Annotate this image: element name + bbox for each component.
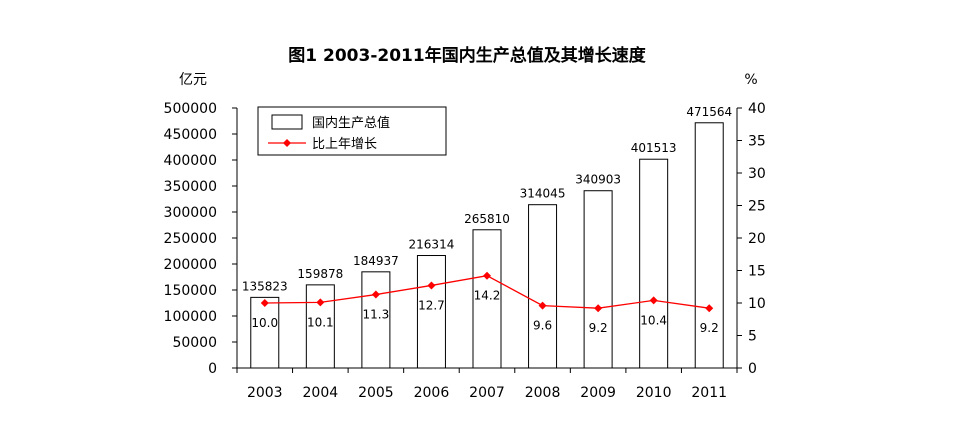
right-tick-label: 35 xyxy=(748,134,766,150)
growth-point xyxy=(649,296,658,305)
bar xyxy=(472,229,502,369)
left-tick-label: 100000 xyxy=(164,309,217,325)
bar-value-label: 265810 xyxy=(464,212,510,226)
left-tick-label: 50000 xyxy=(172,335,217,351)
growth-point xyxy=(538,301,547,310)
bar xyxy=(416,255,446,369)
left-tick-label: 300000 xyxy=(164,205,217,221)
growth-value-label: 11.3 xyxy=(363,308,390,322)
bar-value-label: 184937 xyxy=(353,254,399,268)
growth-point xyxy=(371,290,380,299)
growth-value-label: 9.2 xyxy=(589,321,608,335)
right-tick-label: 25 xyxy=(748,199,766,215)
bar-value-label: 135823 xyxy=(242,279,288,293)
right-tick-label: 5 xyxy=(748,329,757,345)
x-tick-label: 2007 xyxy=(469,385,505,401)
bar xyxy=(639,158,669,369)
left-tick-label: 0 xyxy=(208,361,217,377)
x-tick-label: 2003 xyxy=(247,385,283,401)
growth-point xyxy=(427,281,436,290)
growth-value-label: 9.2 xyxy=(700,321,719,335)
growth-point xyxy=(316,298,325,307)
left-tick-label: 500000 xyxy=(164,101,217,117)
growth-value-label: 10.0 xyxy=(251,316,278,330)
legend-line-label: 比上年增长 xyxy=(312,137,377,152)
x-tick-label: 2006 xyxy=(414,385,450,401)
x-tick-label: 2008 xyxy=(525,385,561,401)
right-tick-label: 15 xyxy=(748,264,766,280)
bar-value-label: 340903 xyxy=(575,173,621,187)
growth-point xyxy=(260,299,269,307)
x-tick-label: 2010 xyxy=(636,385,672,401)
chart-title: 图1 2003-2011年国内生产总值及其增长速度 xyxy=(288,45,646,66)
growth-value-label: 12.7 xyxy=(418,298,445,312)
bar xyxy=(305,284,335,369)
legend-bar-label: 国内生产总值 xyxy=(312,115,390,131)
x-tick-label: 2005 xyxy=(358,385,394,401)
growth-point xyxy=(705,304,714,313)
x-tick-label: 2009 xyxy=(580,385,616,401)
x-tick-label: 2004 xyxy=(303,385,339,401)
x-tick-label: 2011 xyxy=(691,385,727,401)
left-tick-label: 450000 xyxy=(164,127,217,143)
bar xyxy=(250,296,280,369)
growth-point xyxy=(483,271,491,280)
bar-value-label: 159878 xyxy=(297,267,343,281)
legend-bar-swatch xyxy=(271,114,303,130)
bar xyxy=(583,190,613,369)
growth-value-label: 10.4 xyxy=(640,313,667,327)
left-tick-label: 350000 xyxy=(164,179,217,195)
right-tick-label: 40 xyxy=(748,101,766,117)
bar-value-label: 314045 xyxy=(520,187,566,201)
legend-line-marker xyxy=(283,139,291,147)
growth-value-label: 9.6 xyxy=(533,319,552,333)
right-tick-label: 10 xyxy=(748,296,766,312)
bar xyxy=(528,204,558,369)
growth-point xyxy=(594,304,603,313)
bar xyxy=(694,122,724,369)
left-tick-label: 150000 xyxy=(164,283,217,299)
plot-area: 0 50000 100000 150000 200000 250000 300000 3500… xyxy=(164,101,766,401)
growth-value-label: 14.2 xyxy=(474,289,501,303)
bar-value-label: 401513 xyxy=(631,141,677,155)
bar-value-label: 471564 xyxy=(686,105,732,119)
growth-value-label: 10.1 xyxy=(307,315,334,329)
left-tick-label: 200000 xyxy=(164,257,217,273)
left-tick-label: 400000 xyxy=(164,153,217,169)
bar-value-label: 216314 xyxy=(409,238,455,252)
left-tick-label: 250000 xyxy=(164,231,217,247)
right-tick-label: 30 xyxy=(748,166,766,182)
right-tick-label: 20 xyxy=(748,231,766,247)
right-tick-label: 0 xyxy=(748,361,757,377)
bar xyxy=(361,271,391,369)
right-axis-unit: % xyxy=(744,72,757,88)
left-axis-unit: 亿元 xyxy=(179,72,207,88)
